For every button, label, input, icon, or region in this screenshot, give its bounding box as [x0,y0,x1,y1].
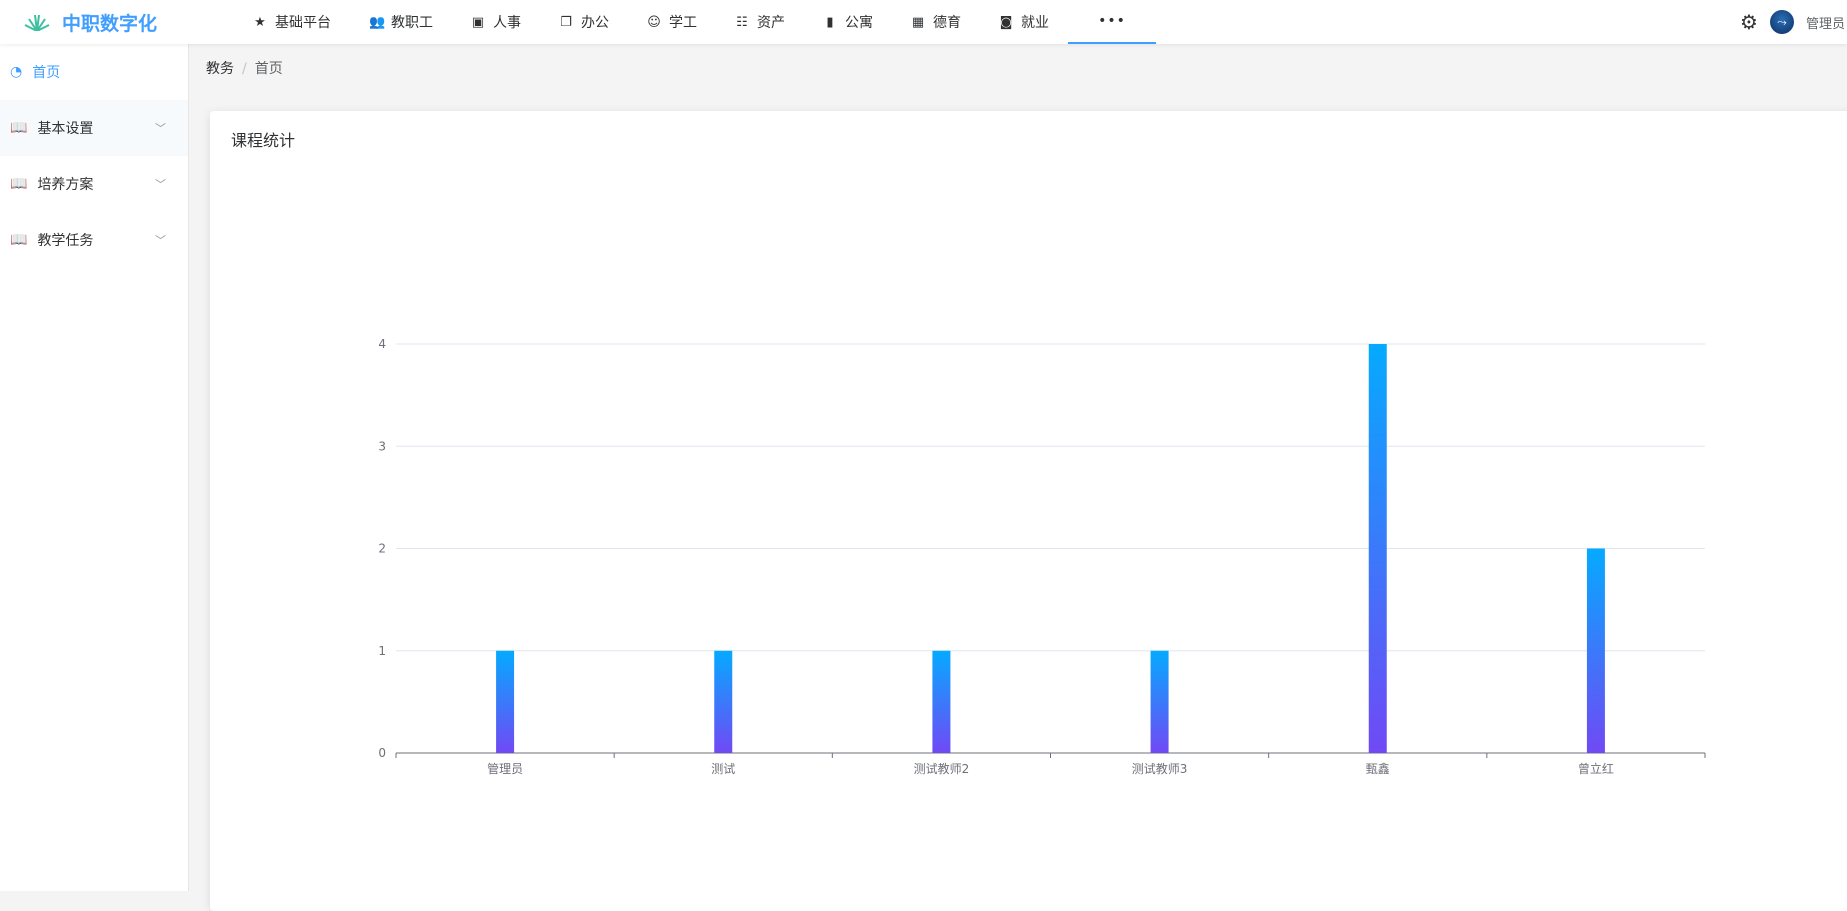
nav-icon: ▣ [471,14,485,30]
nav-icon: ◙ [999,14,1013,30]
sidebar-item[interactable]: 📖 培养方案 ﹀ [0,156,188,212]
avatar[interactable]: ⤳ [1769,10,1794,34]
nav-item[interactable]: 👥 教职工 [350,0,452,44]
nav-item[interactable]: ▦ 德育 [892,0,980,44]
book-icon: 📖 [10,232,28,248]
nav-item[interactable]: ☺ 学工 [628,0,716,44]
y-tick-label: 1 [378,644,386,658]
sidebar-item-label: 基本设置 [37,121,94,137]
nav-icon: ▦ [911,14,925,30]
sidebar-item-label: 培养方案 [37,177,94,193]
sidebar-item-label: 教学任务 [37,233,94,249]
y-tick-label: 4 [378,337,386,351]
sidebar-item[interactable]: 📖 基本设置 ﹀ [0,100,188,156]
sidebar: ◔ 首页 📖 基本设置 ﹀ 📖 培养方案 ﹀ 📖 教学任务 ﹀ [0,44,189,891]
nav-icon: ☺ [647,14,661,30]
nav-label: 基础平台 [275,15,331,31]
nav-item[interactable]: ▣ 人事 [452,0,540,44]
top-nav: ★ 基础平台 👥 教职工 ▣ 人事 ❐ 办公 ☺ 学工 ☷ 资产 ▮ 公寓 ▦ 德育 ◙ 就业 ••• [234,0,1156,44]
bar[interactable] [496,650,515,753]
bar[interactable] [932,650,951,753]
book-icon: 📖 [10,120,28,136]
nav-item[interactable]: ★ 基础平台 [234,0,350,44]
chevron-down-icon: ﹀ [155,234,166,247]
bar[interactable] [714,650,733,753]
x-tick-label: 测试教师3 [1132,761,1188,776]
y-tick-label: 2 [378,542,386,556]
logo[interactable]: 中职数字化 [24,9,214,36]
nav-icon: ▮ [826,14,834,30]
x-tick-label: 曾立红 [1578,761,1614,776]
nav-icon: ❐ [560,14,572,30]
bar[interactable] [1586,548,1605,754]
bar[interactable] [1150,650,1169,753]
nav-label: 资产 [757,15,785,31]
chevron-down-icon: ﹀ [155,178,166,191]
leaf-logo-icon [24,14,50,31]
course-stats-card: 课程统计 0 1 2 3 4 管理员 测试 测试教师2 测试教师3 甄鑫 曾立红 [210,111,1847,911]
y-tick-label: 3 [378,439,386,453]
sidebar-item[interactable]: ◔ 首页 [0,44,188,100]
x-tick-label: 测试教师2 [914,761,970,776]
book-icon: 📖 [10,176,28,192]
nav-item[interactable]: ◙ 就业 [980,0,1068,44]
user-name[interactable]: 管理员 [1805,16,1845,32]
nav-item[interactable]: ▮ 公寓 [804,0,892,44]
sidebar-item-label: 首页 [32,65,61,81]
bar[interactable] [1368,344,1387,753]
top-header: 中职数字化 ★ 基础平台 👥 教职工 ▣ 人事 ❐ 办公 ☺ 学工 ☷ 资产 ▮ 公寓 ▦ 德育 ◙ 就业 ••• … [0,0,1847,44]
app-title: 中职数字化 [62,12,158,35]
nav-label: 公寓 [845,15,873,31]
nav-item[interactable]: ☷ 资产 [716,0,804,44]
nav-label: 教职工 [391,15,433,31]
dashboard-icon: ◔ [10,64,23,80]
nav-icon: ★ [254,14,266,30]
settings-gear-icon[interactable]: ⚙ [1740,10,1758,34]
x-tick-label: 甄鑫 [1366,761,1390,776]
bar-chart: 0 1 2 3 4 管理员 测试 测试教师2 测试教师3 甄鑫 曾立红 [378,337,1706,776]
chevron-down-icon: ﹀ [155,122,166,135]
nav-label: 办公 [581,15,609,31]
breadcrumb-item[interactable]: 教务 [206,61,234,77]
nav-item[interactable]: ❐ 办公 [540,0,628,44]
nav-label: 学工 [669,15,697,31]
sidebar-item[interactable]: 📖 教学任务 ﹀ [0,212,188,268]
breadcrumb: 教务 / 首页 [206,61,283,77]
nav-icon: ☷ [736,14,748,30]
more-menu-button[interactable]: ••• [1068,0,1156,44]
breadcrumb-current: 首页 [254,61,283,77]
card-title: 课程统计 [231,131,296,150]
nav-icon: 👥 [369,14,386,30]
nav-label: 人事 [493,15,521,31]
nav-label: 德育 [933,15,961,31]
nav-label: 就业 [1021,15,1049,31]
x-tick-label: 管理员 [487,761,523,776]
y-tick-label: 0 [378,746,386,760]
x-tick-label: 测试 [711,761,735,776]
